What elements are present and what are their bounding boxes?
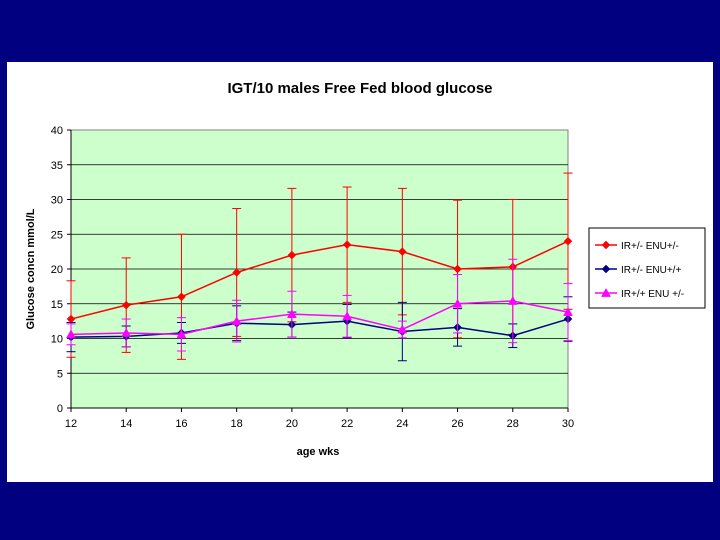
x-tick-label: 12 — [65, 418, 77, 430]
y-tick-label: 40 — [51, 125, 63, 137]
legend-label: IR+/- ENU+/+ — [621, 265, 681, 276]
data-point — [452, 298, 463, 308]
series-3 — [66, 258, 573, 352]
series-line — [70, 240, 569, 320]
data-point — [342, 311, 353, 321]
x-tick-label: 26 — [451, 418, 463, 430]
data-point — [177, 292, 186, 302]
y-tick-label: 25 — [51, 229, 63, 241]
series-line — [70, 318, 569, 338]
data-point — [397, 324, 408, 334]
x-tick-label: 14 — [120, 418, 132, 430]
data-point — [121, 300, 131, 310]
chart: 0 5 10 15 20 25 30 35 40 12 14 16 18 20 22 24 26 28 30 IGT/… — [25, 80, 706, 458]
x-tick-label: 20 — [286, 418, 298, 430]
data-point — [66, 329, 76, 339]
y-tick-label: 30 — [51, 195, 63, 207]
y-tick-label: 35 — [51, 160, 63, 172]
legend-label: IR+/+ ENU +/- — [621, 289, 684, 300]
x-tick-label: 30 — [562, 418, 574, 430]
y-tick-label: 10 — [51, 334, 63, 346]
series-line — [70, 300, 569, 336]
y-tick-label: 20 — [51, 264, 63, 276]
y-axis-label: Glucose concn mmol/L — [25, 208, 37, 329]
x-tick-label: 22 — [341, 418, 353, 430]
x-axis-label: age wks — [297, 446, 340, 458]
data-point — [231, 316, 242, 325]
data-point — [397, 247, 407, 256]
data-point — [342, 240, 352, 250]
y-tick-label: 5 — [57, 368, 63, 380]
y-tick-label: 0 — [57, 403, 63, 415]
data-point — [507, 295, 518, 305]
chart-panel: 0 5 10 15 20 25 30 35 40 12 14 16 18 20 22 24 26 28 30 IGT/… — [7, 62, 713, 482]
data-point — [563, 307, 573, 316]
data-point — [176, 329, 187, 339]
data-point — [601, 264, 611, 274]
data-point — [287, 250, 297, 260]
x-tick-label: 18 — [231, 418, 243, 430]
data-point — [453, 264, 462, 274]
data-point — [121, 327, 132, 337]
x-tick-label: 28 — [507, 418, 519, 430]
data-point — [601, 287, 611, 297]
legend: IR+/- ENU+/- IR+/- ENU+/+ IR+/+ ENU +/- — [595, 240, 684, 300]
plot-area-group: 0 5 10 15 20 25 30 35 40 12 14 16 18 20 22 24 26 28 30 — [51, 125, 574, 430]
data-point — [232, 268, 242, 277]
data-point — [601, 240, 611, 250]
data-point — [563, 236, 573, 246]
chart-title: IGT/10 males Free Fed blood glucose — [227, 80, 492, 97]
legend-label: IR+/- ENU+/- — [621, 241, 679, 252]
y-tick-label: 15 — [51, 299, 63, 311]
data-point — [286, 309, 297, 319]
x-tick-label: 24 — [396, 418, 408, 430]
x-tick-label: 16 — [175, 418, 187, 430]
